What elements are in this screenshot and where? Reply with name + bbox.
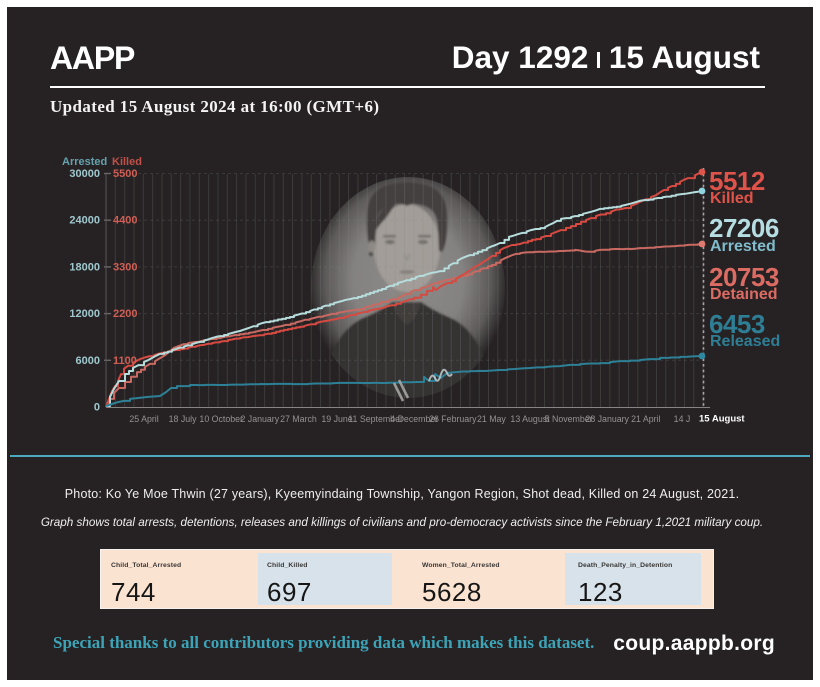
svg-text:12000: 12000	[69, 308, 100, 320]
svg-text:6000: 6000	[76, 355, 100, 367]
svg-text:1100: 1100	[113, 355, 137, 367]
svg-text:2 January: 2 January	[240, 414, 279, 424]
svg-text:27 March: 27 March	[280, 414, 317, 424]
svg-text:30000: 30000	[69, 168, 100, 180]
svg-text:0: 0	[94, 402, 100, 414]
svg-text:18000: 18000	[69, 261, 100, 273]
svg-text:18 July: 18 July	[169, 414, 197, 424]
svg-text:28 January: 28 January	[585, 414, 629, 424]
svg-text:4 December: 4 December	[390, 414, 438, 424]
svg-text:Arrested: Arrested	[62, 156, 107, 168]
svg-text:5 November: 5 November	[545, 414, 593, 424]
svg-text:3300: 3300	[113, 261, 137, 273]
svg-text:21 May: 21 May	[477, 414, 506, 424]
svg-text:10 October: 10 October	[199, 414, 243, 424]
svg-text:21 April: 21 April	[631, 414, 660, 424]
svg-text:26 February: 26 February	[429, 414, 477, 424]
svg-text:11 September: 11 September	[348, 414, 403, 424]
svg-text:24000: 24000	[69, 215, 100, 227]
svg-text:5500: 5500	[113, 168, 137, 180]
svg-text:14 J: 14 J	[674, 414, 691, 424]
svg-text:Killed: Killed	[112, 156, 142, 168]
svg-text:4400: 4400	[113, 215, 137, 227]
svg-text:25 April: 25 April	[129, 414, 158, 424]
svg-text:19 June: 19 June	[321, 414, 352, 424]
svg-text:15 August: 15 August	[699, 414, 745, 425]
svg-text:2200: 2200	[113, 308, 137, 320]
svg-text:13 August: 13 August	[510, 414, 550, 424]
